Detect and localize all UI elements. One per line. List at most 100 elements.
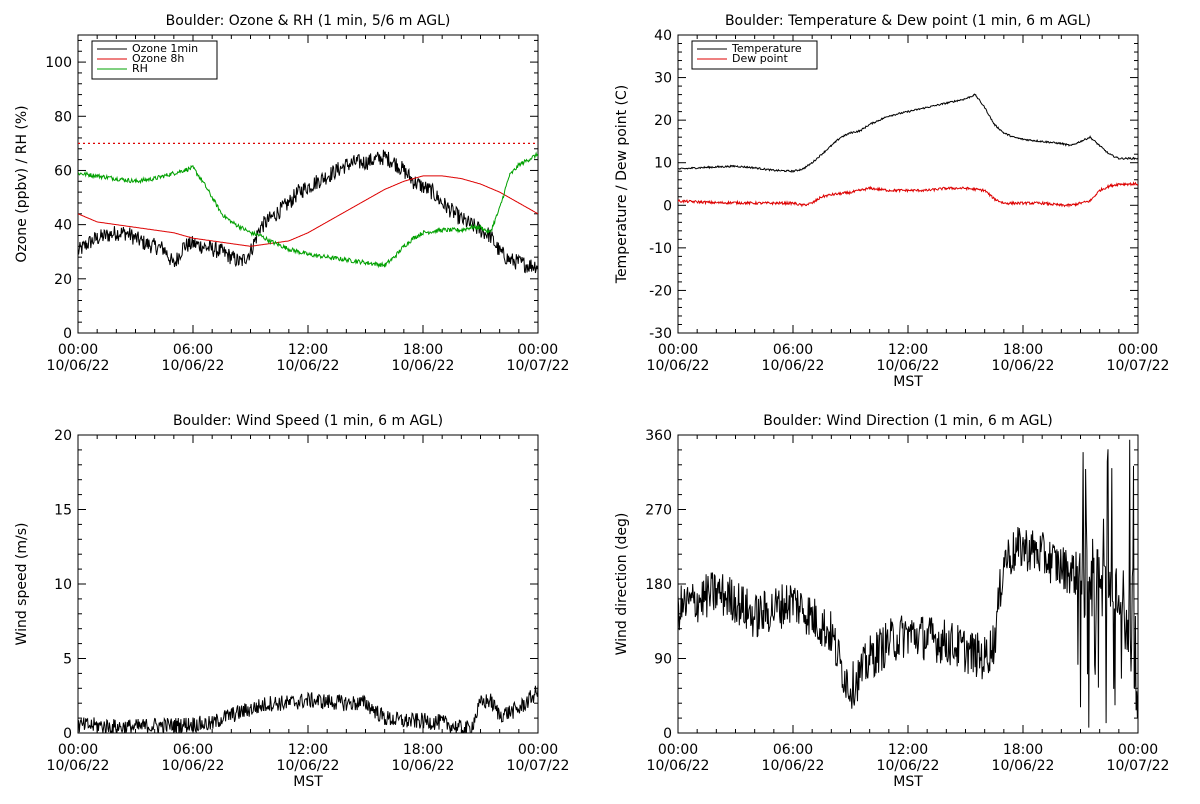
x-tick-date-label: 10/07/22	[507, 758, 570, 774]
plot-frame	[77, 34, 539, 334]
series-line-data	[678, 439, 1138, 728]
series-line-data	[78, 684, 538, 733]
x-tick-date-label: 10/07/22	[1107, 758, 1170, 774]
legend-box	[91, 40, 218, 80]
y-tick-label: -30	[649, 326, 672, 342]
y-tick-label: 90	[654, 652, 672, 668]
chart-panel-ozone_rh: Boulder: Ozone & RH (1 min, 5/6 m AGL) 0 2…	[14, 13, 569, 374]
series-line-temperature	[678, 93, 1138, 174]
x-axis-label: MST	[893, 374, 923, 390]
x-tick-date-label: 10/06/22	[162, 358, 225, 374]
x-tick-date-label: 10/06/22	[992, 758, 1055, 774]
legend-label: Ozone 8h	[132, 52, 184, 65]
chart-title: Boulder: Ozone & RH (1 min, 5/6 m AGL)	[166, 13, 451, 29]
x-tick-time-label: 18:00	[1003, 742, 1043, 758]
x-tick-date-label: 10/06/22	[277, 758, 340, 774]
x-tick-date-label: 10/07/22	[507, 358, 570, 374]
y-tick-label: 60	[54, 163, 72, 179]
y-tick-label: 270	[645, 503, 672, 519]
x-tick-date-label: 10/06/22	[647, 358, 710, 374]
y-tick-label: 20	[54, 272, 72, 288]
y-tick-label: 180	[645, 577, 672, 593]
y-tick-label: 80	[54, 109, 72, 125]
y-tick-label: 5	[63, 652, 72, 668]
y-tick-label: 10	[654, 156, 672, 172]
chart-title: Boulder: Temperature & Dew point (1 min,…	[725, 13, 1091, 29]
x-tick-date-label: 10/06/22	[392, 758, 455, 774]
y-tick-label: 0	[663, 198, 672, 214]
legend-label: Ozone 1min	[132, 42, 198, 55]
x-tick-date-label: 10/06/22	[277, 358, 340, 374]
x-tick-date-label: 10/06/22	[877, 758, 940, 774]
x-tick-time-label: 00:00	[658, 742, 698, 758]
y-tick-label: 40	[54, 218, 72, 234]
x-tick-time-label: 18:00	[1003, 342, 1043, 358]
x-tick-time-label: 00:00	[58, 342, 98, 358]
series-group	[678, 439, 1138, 728]
series-group	[78, 684, 538, 733]
x-tick-date-label: 10/06/22	[877, 358, 940, 374]
y-tick-label: 20	[654, 113, 672, 129]
y-axis-label: Ozone (ppbv) / RH (%)	[14, 105, 30, 262]
y-axis-label: Wind speed (m/s)	[14, 523, 30, 646]
y-tick-label: -10	[649, 241, 672, 257]
x-axis-label: MST	[293, 774, 323, 790]
legend-box	[691, 40, 818, 70]
y-tick-label: 10	[54, 577, 72, 593]
x-tick-time-label: 00:00	[518, 342, 558, 358]
y-tick-label: 30	[654, 71, 672, 87]
x-axis-label: MST	[893, 774, 923, 790]
chart-panel-temp_dew: Boulder: Temperature & Dew point (1 min,…	[614, 13, 1169, 390]
x-tick-time-label: 06:00	[773, 342, 813, 358]
series-group	[678, 93, 1138, 208]
y-tick-label: 20	[54, 428, 72, 444]
x-tick-date-label: 10/06/22	[47, 358, 110, 374]
y-tick-label: 40	[654, 28, 672, 44]
x-tick-date-label: 10/06/22	[162, 758, 225, 774]
y-tick-label: 360	[645, 428, 672, 444]
x-tick-time-label: 06:00	[773, 742, 813, 758]
x-tick-date-label: 10/06/22	[762, 758, 825, 774]
x-tick-time-label: 12:00	[888, 342, 928, 358]
y-tick-label: -20	[649, 283, 672, 299]
x-tick-time-label: 00:00	[1118, 342, 1158, 358]
x-tick-time-label: 06:00	[173, 342, 213, 358]
y-axis-label: Wind direction (deg)	[614, 513, 630, 656]
x-tick-date-label: 10/06/22	[392, 358, 455, 374]
x-tick-time-label: 00:00	[518, 742, 558, 758]
series-line-ozone-1min	[78, 149, 538, 274]
x-tick-date-label: 10/06/22	[762, 358, 825, 374]
x-tick-date-label: 10/06/22	[992, 358, 1055, 374]
series-group	[78, 149, 538, 274]
y-tick-label: 0	[663, 726, 672, 742]
x-tick-date-label: 10/06/22	[647, 758, 710, 774]
series-line-rh	[78, 151, 538, 269]
legend-label: Temperature	[731, 42, 802, 55]
y-tick-label: 0	[63, 726, 72, 742]
chart-title: Boulder: Wind Speed (1 min, 6 m AGL)	[173, 413, 443, 429]
plot-frame	[77, 434, 539, 734]
chart-panel-wind_direction: Boulder: Wind Direction (1 min, 6 m AGL)…	[614, 413, 1169, 790]
series-line-dew-point	[678, 181, 1138, 208]
x-tick-time-label: 12:00	[288, 742, 328, 758]
x-tick-time-label: 12:00	[288, 342, 328, 358]
chart-title: Boulder: Wind Direction (1 min, 6 m AGL)	[763, 413, 1052, 429]
legend-label: Dew point	[732, 52, 788, 65]
y-axis-label: Temperature / Dew point (C)	[614, 85, 630, 284]
x-tick-date-label: 10/07/22	[1107, 358, 1170, 374]
x-tick-time-label: 18:00	[403, 742, 443, 758]
series-line-ozone-8h	[78, 175, 538, 247]
x-tick-time-label: 00:00	[58, 742, 98, 758]
legend-label: RH	[132, 62, 148, 75]
y-tick-label: 15	[54, 503, 72, 519]
plot-frame	[677, 34, 1139, 334]
x-tick-time-label: 06:00	[173, 742, 213, 758]
y-tick-label: 100	[45, 55, 72, 71]
x-tick-time-label: 18:00	[403, 342, 443, 358]
y-tick-label: 0	[63, 326, 72, 342]
x-tick-date-label: 10/06/22	[47, 758, 110, 774]
chart-panel-wind_speed: Boulder: Wind Speed (1 min, 6 m AGL) 0 5 10…	[14, 413, 569, 790]
x-tick-time-label: 12:00	[888, 742, 928, 758]
